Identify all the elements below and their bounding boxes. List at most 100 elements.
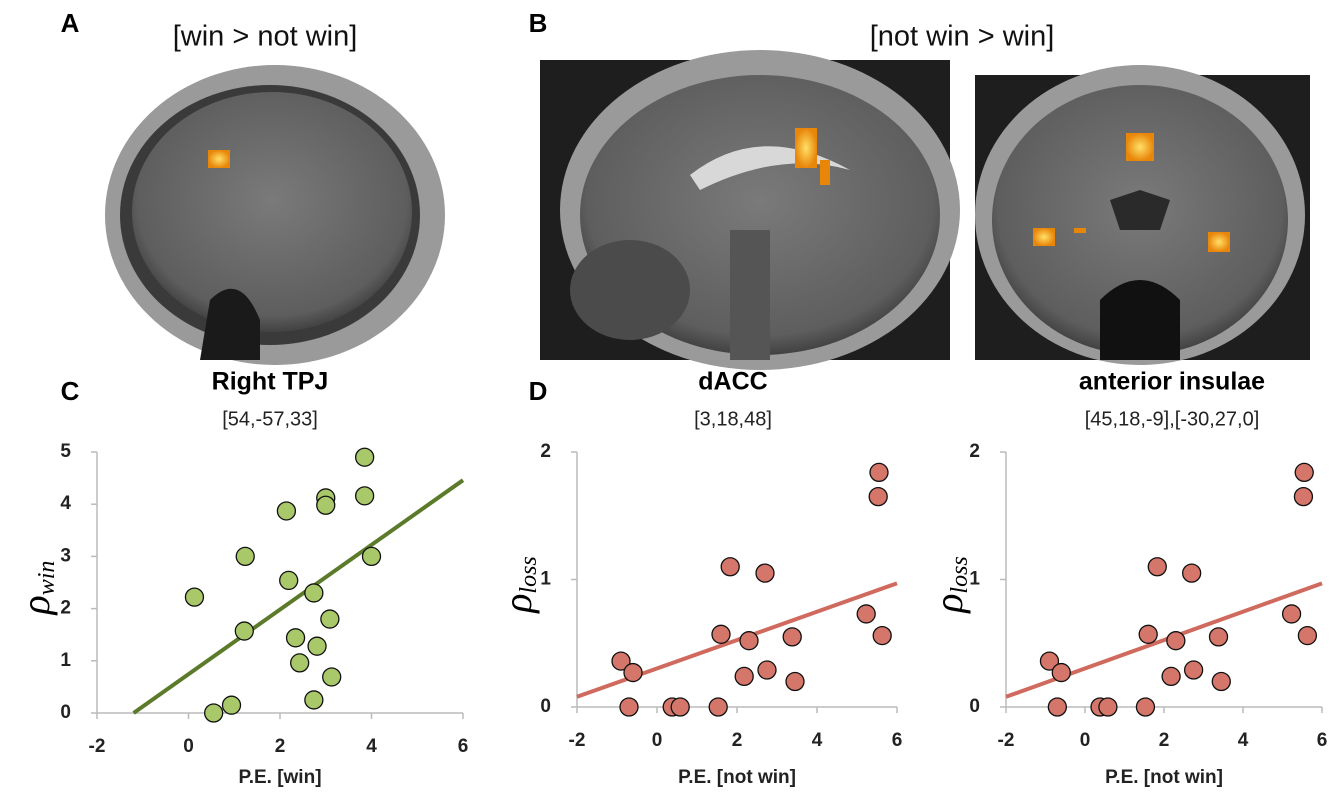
y-axis-label-subscript: loss: [516, 556, 542, 593]
y-axis-label-symbol: ρ: [13, 595, 58, 616]
x-tick-label: 2: [275, 736, 286, 757]
data-point: [758, 661, 776, 679]
y-tick-label: 4: [60, 493, 71, 514]
x-tick-label: 2: [1159, 730, 1170, 751]
data-point: [709, 698, 727, 716]
figure: A B C D [win > not win] [not win > win] …: [0, 0, 1344, 796]
chart-title: dACC: [698, 368, 767, 396]
data-point: [321, 610, 339, 628]
data-point: [1162, 667, 1180, 685]
data-point: [756, 564, 774, 582]
x-tick-label: 0: [652, 730, 663, 751]
data-point: [356, 487, 374, 505]
chart-subtitle: [54,-57,33]: [222, 408, 318, 430]
data-point: [1210, 628, 1228, 646]
data-point: [1298, 627, 1316, 645]
data-point: [1212, 673, 1230, 691]
x-axis-label: P.E. [win]: [238, 767, 321, 788]
y-tick-label: 1: [969, 569, 980, 590]
x-axis-label: P.E. [not win]: [678, 767, 796, 788]
data-point: [783, 628, 801, 646]
y-tick-label: 0: [969, 696, 980, 717]
chart-title: anterior insulae: [1079, 368, 1265, 396]
data-point: [205, 704, 223, 722]
data-point: [305, 584, 323, 602]
x-tick-label: 4: [1238, 730, 1249, 751]
x-tick-label: 4: [366, 736, 377, 757]
data-point: [1185, 661, 1203, 679]
data-point: [323, 668, 341, 686]
data-point: [721, 558, 739, 576]
image-title: [win > not win]: [173, 21, 358, 53]
y-axis-label-subscript: win: [34, 561, 60, 596]
data-point: [280, 571, 298, 589]
data-point: [1167, 632, 1185, 650]
data-point: [356, 448, 374, 466]
y-axis-label-symbol: ρ: [926, 594, 971, 615]
data-point: [317, 496, 335, 514]
brain-image-b-coronal: [975, 65, 1310, 365]
fit-line: [134, 480, 463, 713]
data-point: [1052, 664, 1070, 682]
y-tick-label: 5: [60, 441, 71, 462]
data-point: [1283, 605, 1301, 623]
y-axis-label: ρloss: [926, 556, 972, 615]
y-tick-label: 1: [60, 650, 71, 671]
y-axis-label-symbol: ρ: [495, 594, 540, 615]
data-point: [1139, 625, 1157, 643]
y-tick-label: 2: [540, 441, 551, 462]
data-point: [620, 698, 638, 716]
data-point: [235, 622, 253, 640]
x-tick-label: 6: [892, 730, 903, 751]
data-point: [277, 502, 295, 520]
brain-image-a: [95, 65, 445, 365]
y-tick-label: 0: [60, 702, 71, 723]
x-tick-label: 6: [458, 736, 469, 757]
data-point: [223, 696, 241, 714]
data-point: [1295, 463, 1313, 481]
panel-label: A: [61, 8, 80, 38]
data-point: [1048, 698, 1066, 716]
y-tick-label: 2: [60, 598, 71, 619]
panel-label: B: [529, 8, 548, 38]
page: A B C D [win > not win] [not win > win] …: [0, 0, 1344, 796]
x-tick-label: 0: [1080, 730, 1091, 751]
data-point: [308, 637, 326, 655]
y-tick-label: 2: [969, 441, 980, 462]
y-tick-label: 0: [540, 696, 551, 717]
y-tick-label: 3: [60, 545, 71, 566]
data-point: [305, 691, 323, 709]
panel-label: D: [529, 376, 548, 406]
x-tick-label: 6: [1317, 730, 1328, 751]
data-point: [363, 547, 381, 565]
data-point: [870, 463, 888, 481]
data-point: [185, 588, 203, 606]
data-point: [624, 664, 642, 682]
image-title: [not win > win]: [870, 21, 1055, 53]
y-axis-label: ρwin: [13, 561, 59, 617]
y-tick-label: 1: [540, 569, 551, 590]
data-point: [236, 547, 254, 565]
x-axis-label: P.E. [not win]: [1105, 767, 1223, 788]
data-point: [1099, 698, 1117, 716]
panel-label: C: [61, 376, 80, 406]
data-point: [712, 625, 730, 643]
x-tick-label: 0: [183, 736, 194, 757]
data-point: [1294, 488, 1312, 506]
chart-title: Right TPJ: [212, 368, 329, 396]
data-point: [740, 632, 758, 650]
data-point: [1136, 698, 1154, 716]
x-tick-label: -2: [998, 730, 1015, 751]
data-point: [1148, 558, 1166, 576]
data-point: [873, 627, 891, 645]
x-tick-label: -2: [569, 730, 586, 751]
x-tick-label: -2: [89, 736, 106, 757]
data-point: [1183, 564, 1201, 582]
brain-image-b-sagittal: [540, 50, 960, 370]
data-point: [291, 654, 309, 672]
chart-subtitle: [3,18,48]: [694, 408, 772, 430]
chart-subtitle: [45,18,-9],[-30,27,0]: [1085, 408, 1260, 430]
data-point: [671, 698, 689, 716]
y-axis-label: ρloss: [495, 556, 541, 615]
data-point: [786, 673, 804, 691]
